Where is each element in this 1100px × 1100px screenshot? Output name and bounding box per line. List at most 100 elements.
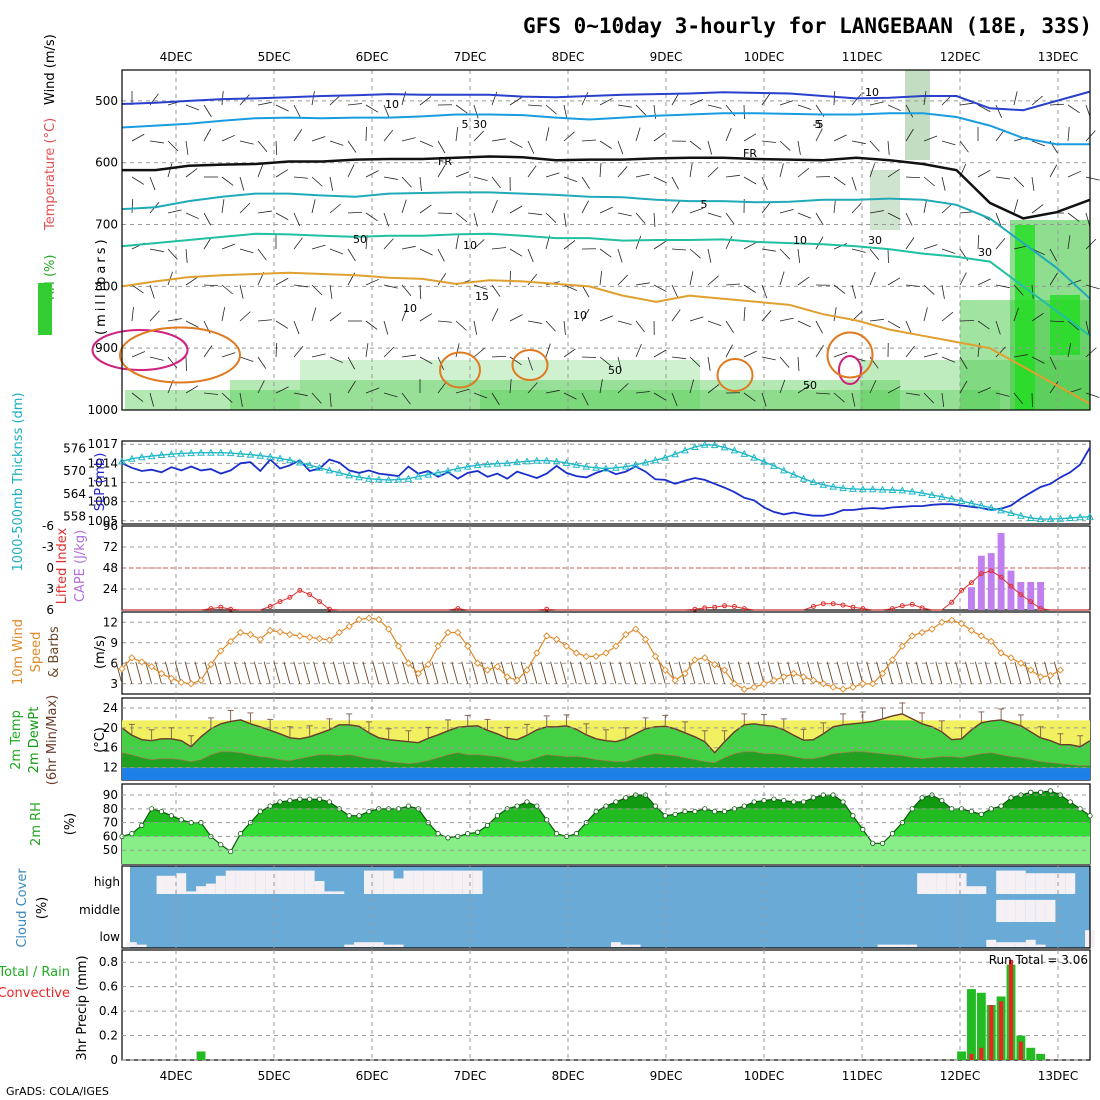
upper-wind-barb	[365, 320, 378, 330]
wind-speed-point	[335, 628, 343, 637]
upper-wind-barb	[977, 169, 991, 178]
upper-wind-barb	[887, 212, 901, 220]
rh-point	[405, 803, 412, 809]
upper-wind-barb	[869, 163, 875, 178]
thickness-point	[207, 448, 215, 456]
upper-wind-barb	[635, 282, 650, 286]
upper-wind-barb	[599, 163, 602, 178]
upper-wind-barb	[239, 392, 243, 407]
wind-speed-point	[957, 619, 966, 628]
rh-y-tick-50: 50	[103, 843, 118, 857]
upper-wind-barb	[401, 307, 408, 322]
rh-point	[939, 797, 945, 804]
upper-wind-barb	[707, 166, 719, 178]
wind-speed-point	[236, 628, 245, 637]
cloud-high-bar	[413, 870, 424, 894]
temp-y-tick-12: 12	[103, 761, 118, 775]
upper-wind-barb	[509, 205, 523, 214]
lifted-index-point	[722, 603, 728, 609]
upper-wind-barb	[203, 345, 213, 358]
wind-speed-point	[227, 637, 235, 646]
cloud-middle-bar	[1025, 899, 1036, 922]
isotherm-line-10	[121, 232, 1091, 337]
contour-label-9: -5	[813, 118, 824, 131]
thickness-point	[1076, 513, 1084, 521]
cloud-high-bar	[304, 870, 315, 894]
cloud-high-bar	[1035, 873, 1046, 894]
thickness-point	[710, 441, 719, 449]
wind-barb	[421, 661, 429, 684]
wind-speed-point	[1046, 671, 1055, 680]
lifted-index-point	[228, 606, 234, 612]
upper-wind-barb	[257, 319, 272, 322]
cloud-high-bar	[452, 870, 463, 894]
precip-total-bar	[976, 992, 986, 1060]
rh-label-1: (%)	[63, 813, 78, 836]
upper-wind-barb	[887, 104, 901, 112]
upper-wind-barb	[1067, 320, 1079, 331]
upper-y-tick-700: 700	[95, 218, 118, 232]
footer-credit: GrADS: COLA/IGES	[6, 1085, 109, 1098]
upper-wind-barb	[527, 212, 542, 216]
upper-wind-barb	[149, 310, 160, 322]
x-tick-top-4DEC: 4DEC	[160, 50, 193, 64]
upper-wind-barb	[329, 176, 334, 191]
upper-wind-barb	[239, 356, 254, 362]
precip-frame	[121, 949, 1091, 1061]
upper-wind-barb	[941, 356, 956, 363]
upper-wind-barb	[131, 307, 134, 322]
rh-point	[573, 831, 579, 837]
wind-barb	[698, 661, 706, 684]
upper-wind-barb	[977, 387, 992, 394]
thickness-point	[335, 468, 344, 476]
lifted-index-point	[968, 580, 974, 586]
wind-barb	[688, 661, 696, 684]
precip-label-1: Total / Rain	[0, 965, 70, 980]
upper-wind-barb	[221, 134, 235, 142]
thickness-point	[295, 458, 304, 466]
cloud-high-bar	[196, 886, 206, 894]
upper-wind-barb	[671, 284, 679, 298]
upper-wind-barb	[455, 235, 459, 250]
upper-wind-barb	[1085, 130, 1096, 142]
cloud-high-bar	[996, 870, 1007, 894]
upper-wind-barb	[941, 311, 954, 322]
upper-wind-barb	[761, 392, 767, 407]
isotherm-blob-4	[439, 351, 481, 389]
precip-label-2: Convective	[0, 986, 70, 1001]
wind-barb	[273, 661, 281, 684]
upper-wind-barb	[1013, 91, 1018, 106]
upper-wind-barb	[347, 380, 356, 394]
cloud-middle-bar	[1045, 899, 1056, 922]
wind-speed-point	[790, 669, 798, 678]
rh-point	[465, 831, 471, 837]
cape-bar	[997, 533, 1005, 610]
upper-wind-barb	[131, 176, 145, 185]
wind-speed-point	[345, 622, 353, 630]
upper-wind-barb	[347, 356, 356, 370]
cloud-middle-bar	[996, 899, 1007, 922]
upper-wind-barb	[635, 391, 650, 394]
rh-point	[652, 803, 658, 809]
wind-speed-point	[296, 632, 304, 640]
isotherm-blob-6	[716, 358, 754, 392]
rh-point	[484, 822, 491, 828]
cloud-low-bar	[126, 942, 137, 947]
wind-speed-point	[375, 615, 383, 624]
upper-wind-barb	[203, 128, 212, 142]
contour-label-6: 10	[793, 234, 807, 247]
upper-wind-barb	[347, 248, 356, 262]
lifted-index-point	[1008, 583, 1014, 589]
rh-point	[168, 813, 174, 819]
lifted-index-line	[122, 570, 1090, 611]
upper-wind-barb	[1085, 347, 1097, 358]
wind-speed-point	[147, 663, 156, 671]
rh-point	[810, 795, 817, 801]
thickness-point	[760, 457, 768, 465]
upper-wind-barb	[869, 380, 877, 394]
chart-title: GFS 0~10day 3-hourly for LANGEBAAN (18E,…	[523, 14, 1092, 38]
upper-wind-barb	[689, 356, 701, 368]
cloud-high-bar	[936, 873, 947, 894]
upper-wind-barb	[1049, 103, 1065, 106]
wind-speed-point	[404, 659, 413, 667]
